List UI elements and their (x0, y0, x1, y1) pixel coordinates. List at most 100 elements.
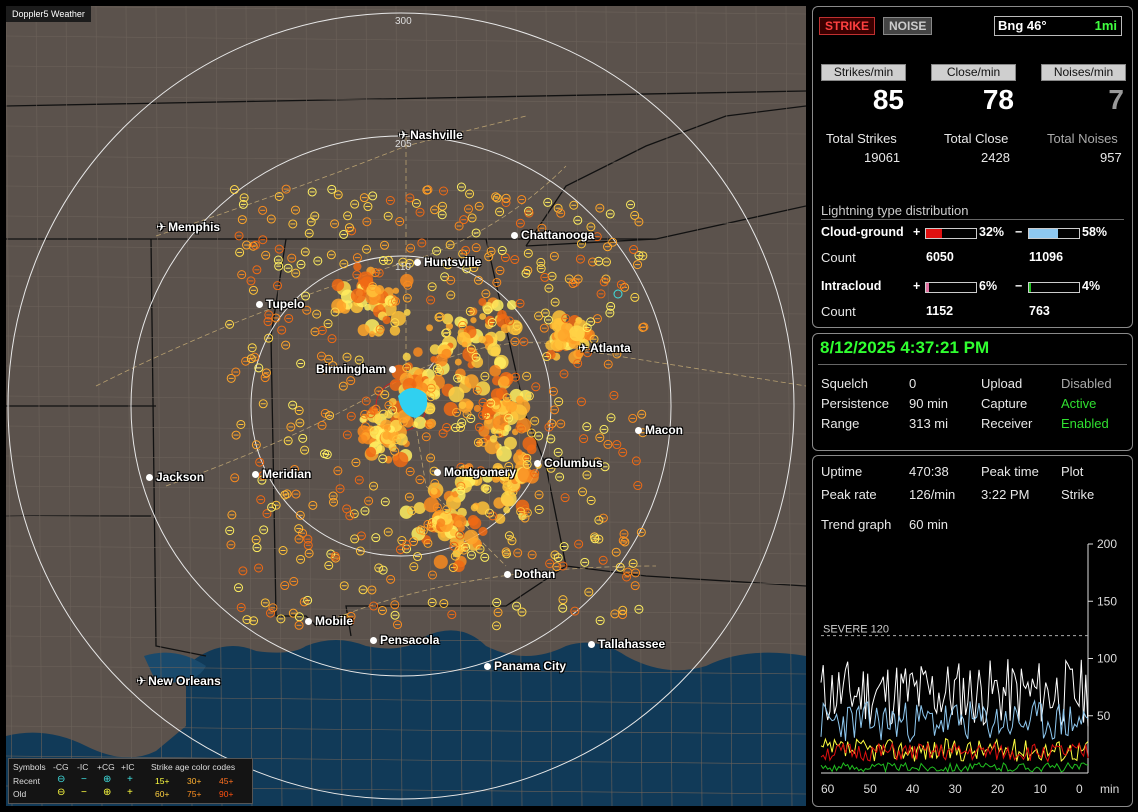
strike-symbol-460 (251, 440, 261, 450)
strike-symbol-471 (536, 257, 546, 267)
city-tallahassee: Tallahassee (588, 637, 665, 651)
strike-symbol-393 (560, 493, 570, 503)
strike-symbol-144 (553, 203, 563, 213)
strike-symbol-4 (390, 446, 400, 456)
strike-symbol-459 (601, 257, 611, 267)
strike-symbol-335 (409, 562, 419, 572)
strike-symbol-341 (417, 238, 427, 248)
strike-cluster-268 (423, 497, 440, 513)
strike-symbol-514 (586, 222, 596, 232)
legend-col-neg-ic: -IC (77, 762, 89, 772)
trend-graph-value[interactable]: 60 min (909, 517, 949, 532)
strike-cluster-85 (491, 299, 504, 312)
airport-icon: ✈ (136, 674, 147, 688)
strike-cluster-215 (517, 467, 533, 483)
strike-cluster-273 (478, 526, 488, 536)
strike-symbol-390 (467, 213, 477, 223)
strike-symbol-458 (402, 293, 412, 303)
legend-pos-cg-old-icon: ⊕ (103, 787, 112, 798)
legend-neg-cg-recent-icon: ⊖ (57, 774, 66, 785)
strike-symbol-164 (588, 257, 598, 267)
symbol-legend: Symbols -CG -IC +CG +IC Strike age color… (8, 758, 253, 804)
noises-per-min-value: 7 (1108, 84, 1124, 115)
strike-symbol-193 (550, 550, 560, 560)
map-canvas[interactable] (6, 6, 806, 806)
cg-positive-bar (925, 228, 977, 239)
strike-symbol-161 (492, 598, 502, 608)
strike-symbol-117 (320, 408, 330, 418)
strike-symbol-311 (447, 610, 457, 620)
strike-symbol-129 (465, 189, 475, 199)
highway-4 (155, 115, 527, 237)
city-montgomery: Montgomery (434, 465, 516, 479)
strike-cluster-161 (388, 397, 397, 406)
strike-cluster-109 (454, 358, 462, 366)
strike-symbol-139 (268, 603, 278, 613)
persistence-label: Persistence (821, 396, 889, 411)
plot-value[interactable]: Strike (1061, 487, 1095, 502)
strike-symbol-519 (553, 553, 563, 563)
county-line-h-16 (6, 485, 806, 495)
range-value[interactable]: 313 mi (909, 416, 949, 431)
lightning-map[interactable]: Doppler5 Weather 300 205 110 ✈ Nashville … (6, 6, 806, 806)
strike-symbol-437 (405, 193, 415, 203)
strike-mode-button[interactable]: STRIKE (819, 17, 876, 35)
strike-symbol-518 (342, 430, 352, 440)
strike-symbol-315 (549, 251, 559, 261)
squelch-value[interactable]: 0 (909, 376, 917, 391)
strike-symbol-352 (317, 326, 327, 336)
strike-symbol-240 (308, 500, 318, 510)
strike-cluster-22 (368, 331, 376, 338)
county-line-v-1 (35, 6, 43, 806)
strike-cluster-108 (489, 365, 502, 377)
ring-label-300: 300 (395, 16, 412, 27)
strike-symbol-196 (412, 552, 422, 562)
strike-symbol-369 (411, 198, 421, 208)
strike-symbol-493 (612, 440, 622, 450)
city-dot-icon (534, 460, 541, 468)
strike-cluster-102 (470, 317, 477, 324)
strike-symbol-274 (592, 457, 602, 467)
city-tupelo: Tupelo (256, 297, 304, 311)
strike-symbol-235 (349, 509, 359, 519)
county-line-h-25 (6, 755, 806, 765)
strike-symbol-446 (246, 354, 256, 364)
cg-plus-sign: + (913, 225, 921, 239)
strike-cluster-382 (392, 451, 409, 468)
city-dot-icon (504, 571, 511, 579)
strike-cluster-163 (430, 355, 438, 363)
strike-symbol-364 (590, 534, 600, 544)
strike-symbol-6 (328, 491, 338, 501)
strike-symbol-223 (462, 264, 472, 274)
strike-symbol-91 (437, 210, 447, 220)
upload-value[interactable]: Disabled (1061, 376, 1112, 391)
strike-symbol-507 (339, 259, 349, 269)
strike-cluster-196 (515, 449, 523, 456)
strike-cluster-64 (479, 313, 487, 320)
strike-symbol-174 (599, 424, 609, 434)
city-dot-icon (252, 471, 259, 479)
strike-symbol-371 (352, 270, 362, 280)
strike-symbol-313 (407, 506, 417, 516)
strike-symbol-350 (258, 399, 268, 409)
legend-pos-ic-old-icon: + (127, 787, 133, 798)
strike-cluster-185 (494, 513, 506, 525)
strike-symbol-314 (630, 581, 640, 591)
state-border-5 (150, 238, 207, 657)
peak-rate-label: Peak rate (821, 487, 877, 502)
strike-symbol-178 (371, 404, 381, 414)
county-line-v-19 (575, 6, 583, 806)
strike-symbol-192 (290, 205, 300, 215)
trend-graph-label: Trend graph (821, 517, 892, 532)
strike-symbol-288 (605, 209, 615, 219)
strike-symbol-426 (375, 324, 385, 334)
strike-symbol-301 (589, 334, 599, 344)
receiver-value[interactable]: Enabled (1061, 416, 1109, 431)
strike-symbol-322 (283, 263, 293, 273)
persistence-value[interactable]: 90 min (909, 396, 949, 411)
strike-symbol-408 (579, 434, 589, 444)
strike-cluster-8 (389, 325, 401, 336)
capture-value[interactable]: Active (1061, 396, 1097, 411)
noise-mode-button[interactable]: NOISE (883, 17, 933, 35)
